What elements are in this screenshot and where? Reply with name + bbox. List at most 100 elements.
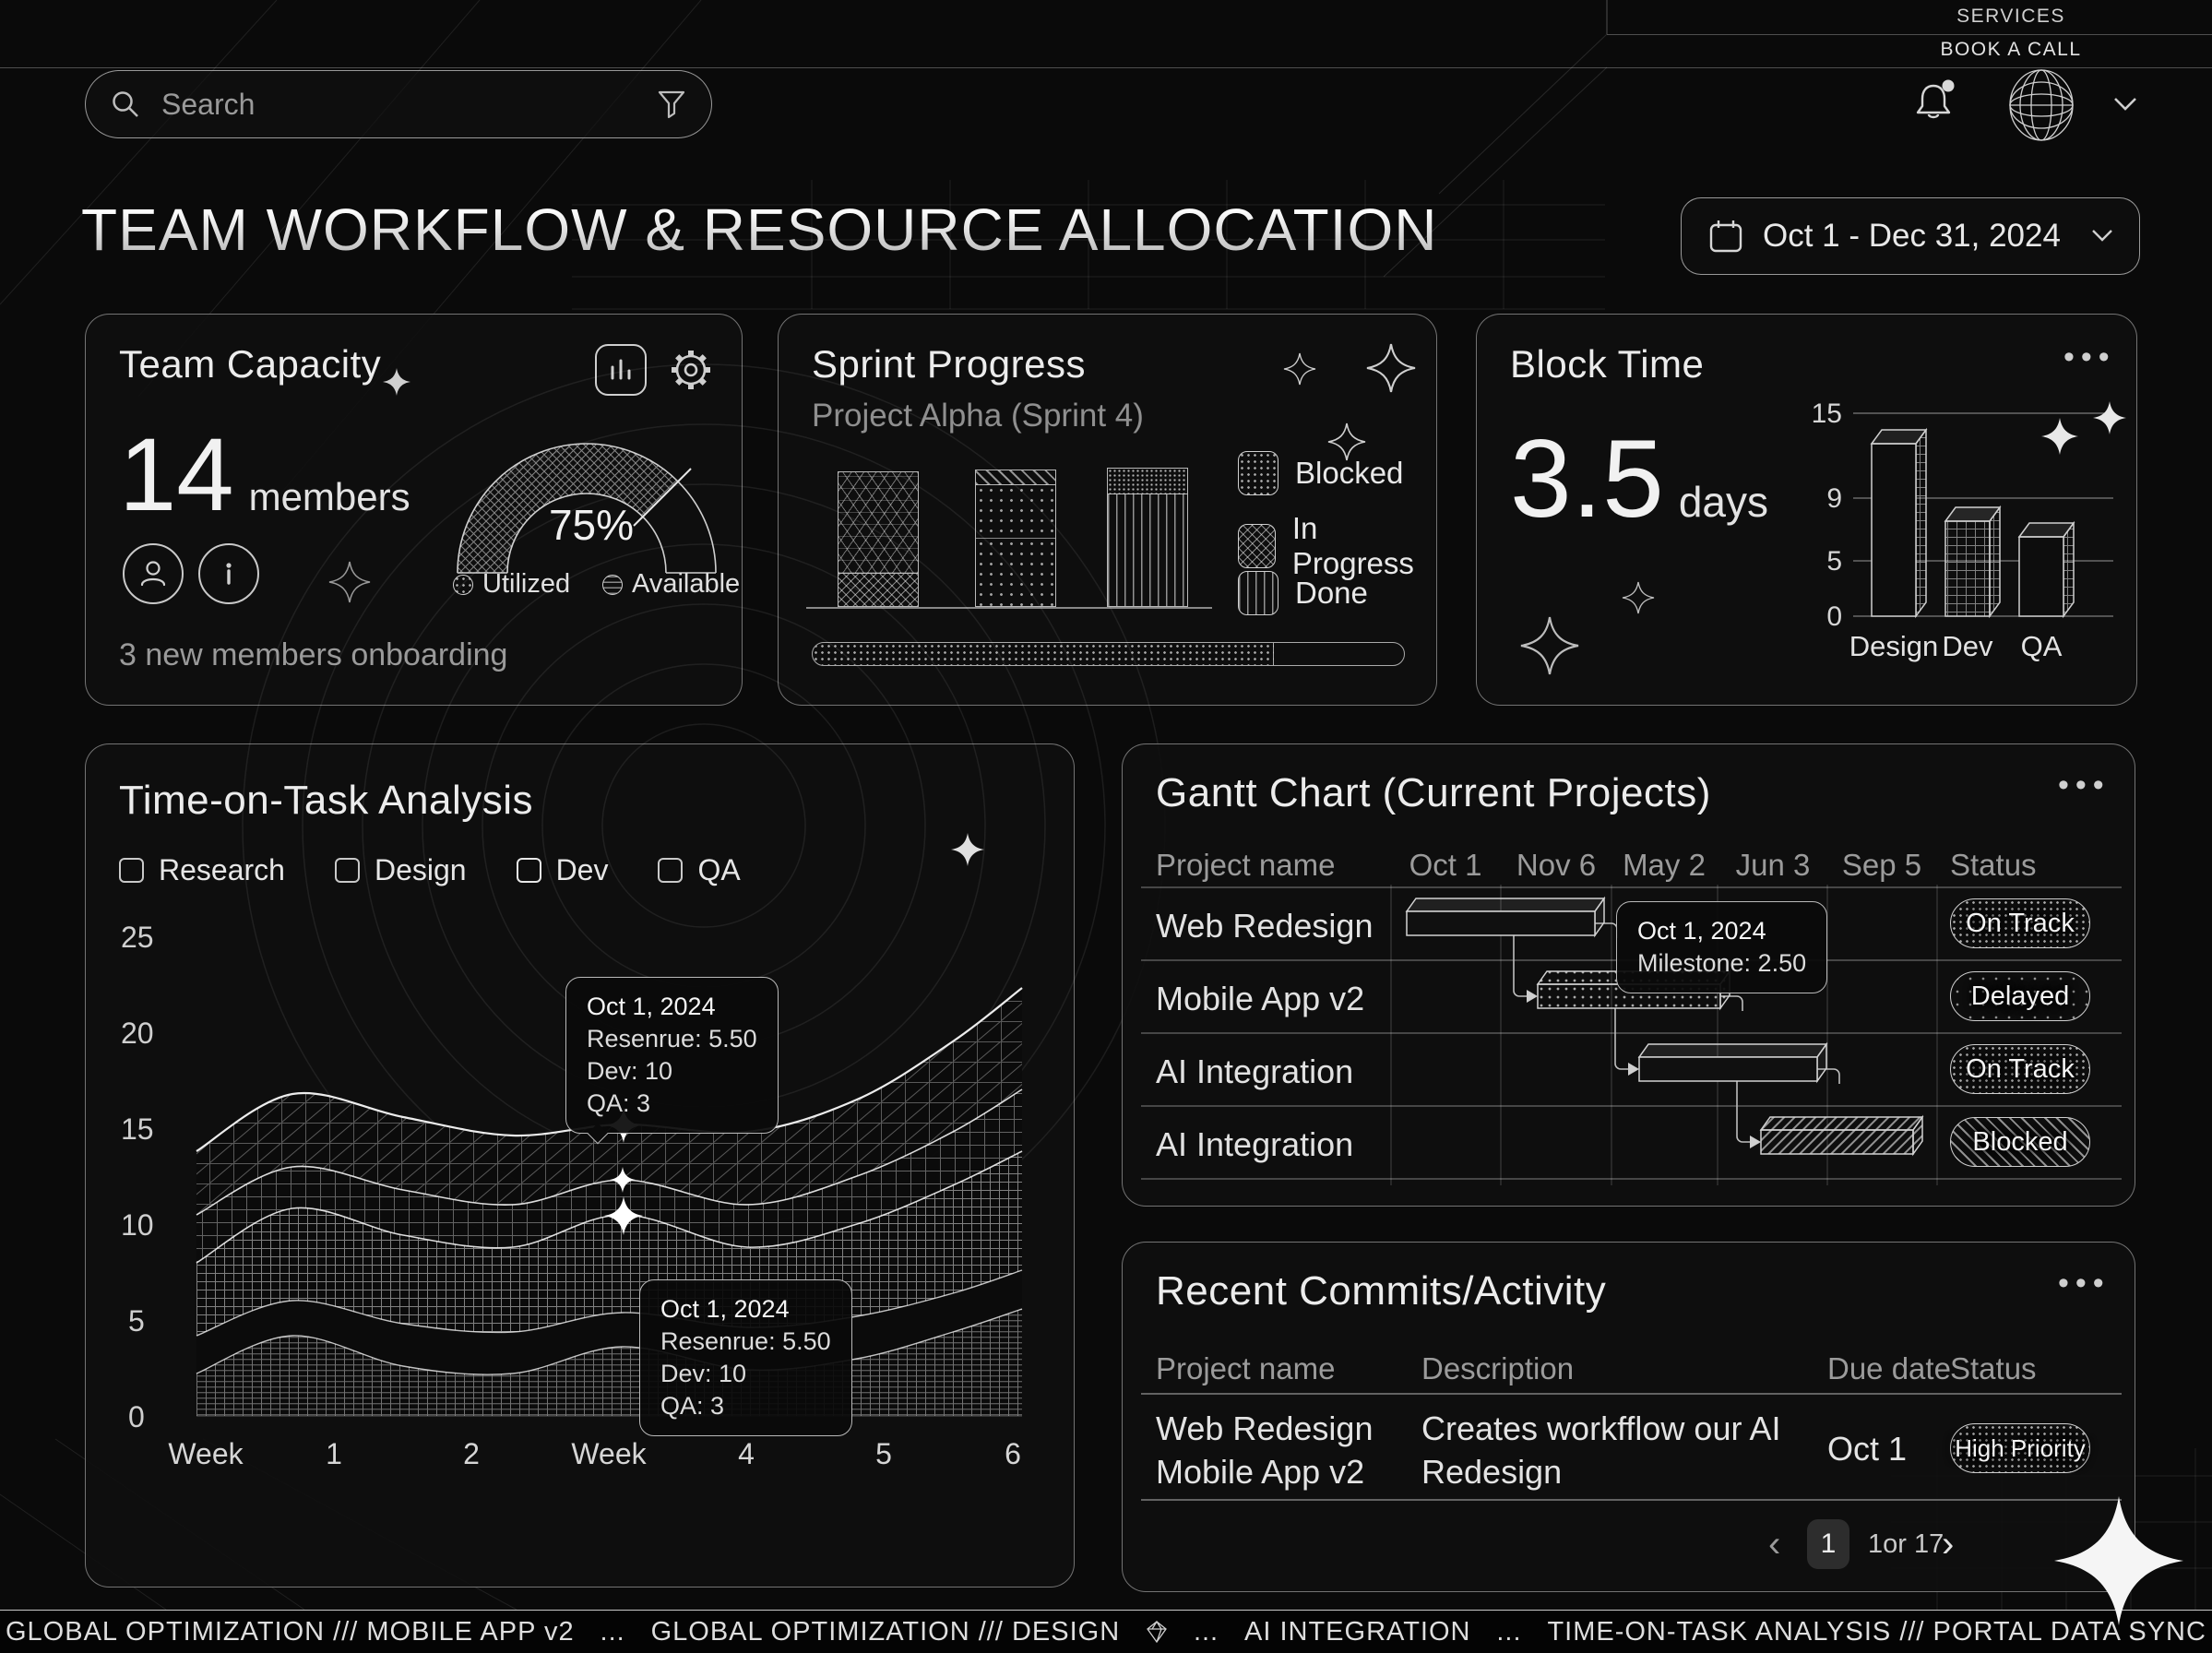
block-bar-dev [1944, 505, 2002, 619]
svg-text:QA: QA [2021, 630, 2063, 662]
commit-project: Web Redesign Mobile App v2 [1156, 1409, 1374, 1491]
gantt-col-nov6: Nov 6 [1516, 848, 1597, 882]
svg-text:Week: Week [571, 1437, 647, 1470]
gantt-col-oct1: Oct 1 [1409, 848, 1482, 882]
utilized-swatch [453, 574, 473, 595]
ticker-separator: ... [1496, 1616, 1522, 1647]
status-badge-blocked: Blocked [1950, 1117, 2090, 1167]
commits-menu[interactable]: ••• [2058, 1266, 2111, 1301]
filter-qa[interactable]: QA [658, 853, 741, 887]
status-badge-on-track: On Track [1950, 1044, 2090, 1094]
info-button[interactable] [198, 543, 259, 604]
gantt-col-status: Status [1950, 848, 2037, 882]
gear-icon [672, 351, 710, 389]
legend-in-progress: In Progress [1238, 511, 1436, 581]
gantt-col-jun3: Jun 3 [1735, 848, 1811, 882]
date-range-picker[interactable]: Oct 1 - Dec 31, 2024 [1681, 197, 2140, 275]
priority-badge: High Priority [1950, 1423, 2090, 1473]
pagination-prev[interactable]: ‹ [1768, 1524, 1781, 1564]
search-input[interactable] [160, 86, 656, 123]
block-time-card: Block Time ••• 3.5 days 15 9 5 0 [1476, 314, 2137, 706]
block-time-chart: 15 9 5 0 D [1812, 398, 2126, 662]
in-progress-swatch [1238, 524, 1276, 568]
team-capacity-stat: 14 members [119, 423, 410, 527]
x-axis: Week 1 2 Week 4 5 6 [168, 1437, 1021, 1470]
block-time-unit: days [1678, 478, 1768, 526]
svg-text:1: 1 [326, 1437, 342, 1470]
nav-book-a-call[interactable]: BOOK A CALL [1940, 39, 2082, 60]
sprint-baseline [806, 607, 1212, 609]
news-ticker: GLOBAL OPTIMIZATION /// MOBILE APP v2 ..… [0, 1610, 2212, 1653]
block-time-stat: 3.5 days [1510, 423, 1768, 534]
ticker-segment: GLOBAL OPTIMIZATION /// MOBILE APP v2 [6, 1616, 575, 1647]
settings-button[interactable] [665, 344, 717, 396]
status-badge-delayed: Delayed [1950, 971, 2090, 1021]
svg-text:9: 9 [1826, 483, 1842, 514]
svg-text:15: 15 [121, 1112, 154, 1146]
sprint-progress-card: Sprint Progress Project Alpha (Sprint 4)… [778, 314, 1437, 706]
utilized-label: Utilized [482, 569, 571, 599]
status-badge-on-track: On Track [1950, 898, 2090, 948]
legend-done: Done [1238, 571, 1368, 615]
commits-col-status: Status [1950, 1351, 2037, 1385]
svg-text:Design: Design [1849, 630, 1939, 662]
gantt-bar-ai-integration-1[interactable] [1637, 1041, 1828, 1084]
bar-chart-icon [611, 359, 631, 380]
commit-due-date: Oct 1 [1827, 1430, 1908, 1468]
checkbox-icon [334, 858, 360, 883]
chart-tooltip-1: Oct 1, 2024 Resenrue: 5.50 Dev: 10 QA: 3 [565, 977, 779, 1134]
chevron-down-icon [2092, 230, 2112, 242]
chart-tooltip-2: Oct 1, 2024 Resenrue: 5.50 Dev: 10 QA: 3 [639, 1279, 852, 1436]
pagination-next[interactable]: › [1942, 1524, 1955, 1564]
checkbox-icon [658, 858, 684, 883]
pagination-current[interactable]: 1 [1807, 1519, 1849, 1569]
divider [1141, 1499, 2122, 1501]
members-count: 14 [119, 417, 234, 532]
avatar[interactable] [2004, 66, 2079, 144]
sprint-bar-2[interactable] [975, 470, 1056, 607]
gantt-card: Gantt Chart (Current Projects) ••• Proje… [1122, 743, 2135, 1207]
svg-text:0: 0 [128, 1400, 145, 1433]
commits-title: Recent Commits/Activity [1156, 1268, 1607, 1314]
page-title: TEAM WORKFLOW & RESOURCE ALLOCATION [81, 196, 1438, 263]
gantt-bar-ai-integration-2[interactable] [1759, 1114, 1924, 1157]
diamond-icon [1147, 1620, 1167, 1644]
gantt-title: Gantt Chart (Current Projects) [1156, 770, 1711, 815]
ticker-separator: ... [600, 1616, 625, 1647]
sprint-progress-bar[interactable] [812, 642, 1405, 666]
nav-services[interactable]: SERVICES [1956, 6, 2065, 27]
svg-text:5: 5 [1826, 546, 1842, 577]
sprint-bar-3[interactable] [1107, 468, 1188, 607]
svg-text:25: 25 [121, 921, 154, 954]
svg-text:5: 5 [128, 1304, 145, 1338]
pagination-label: 1or 17 [1868, 1529, 1944, 1559]
filter-dev[interactable]: Dev [516, 853, 608, 887]
ticker-segment: AI INTEGRATION [1244, 1616, 1471, 1647]
svg-text:6: 6 [1005, 1437, 1021, 1470]
gantt-col-may2: May 2 [1623, 848, 1706, 882]
date-range-value: Oct 1 - Dec 31, 2024 [1763, 218, 2061, 254]
members-button[interactable] [123, 543, 184, 604]
filter-design[interactable]: Design [334, 853, 467, 887]
notification-dot [1942, 79, 1955, 92]
calendar-icon [1709, 220, 1742, 253]
gantt-row-name: Web Redesign [1156, 907, 1374, 945]
checkbox-checked-icon [516, 858, 541, 883]
svg-text:15: 15 [1812, 398, 1842, 429]
filter-research[interactable]: Research [119, 853, 285, 887]
filter-icon[interactable] [656, 89, 687, 120]
svg-text:4: 4 [738, 1437, 755, 1470]
svg-text:10: 10 [121, 1208, 154, 1242]
ticker-segment: GLOBAL OPTIMIZATION /// DESIGN [650, 1616, 1121, 1647]
search-icon [113, 91, 138, 117]
stats-button[interactable] [595, 344, 647, 396]
gantt-bar-web-redesign[interactable] [1405, 896, 1606, 938]
notification-bell[interactable] [1911, 77, 1959, 125]
sprint-progress-title: Sprint Progress [812, 342, 1086, 386]
sprint-subtitle: Project Alpha (Sprint 4) [812, 398, 1144, 434]
user-icon [140, 561, 166, 587]
avatar-chevron-icon[interactable] [2112, 96, 2138, 113]
available-label: Available [632, 569, 741, 599]
sprint-bar-1[interactable] [838, 471, 919, 607]
